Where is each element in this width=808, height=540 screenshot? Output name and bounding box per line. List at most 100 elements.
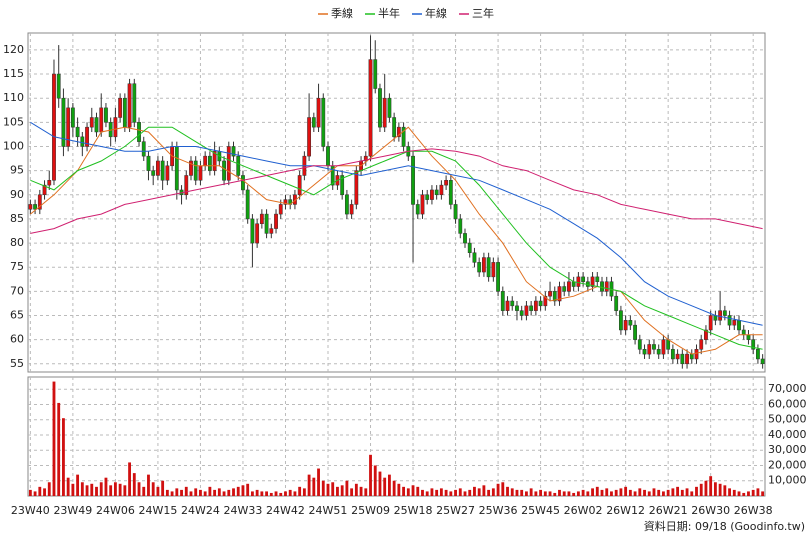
x-tick-label: 25W27 [436, 504, 475, 517]
volume-bar [43, 488, 46, 496]
candle-body [430, 189, 434, 200]
volume-bar [57, 402, 61, 496]
volume-bar [260, 491, 264, 496]
candle-body [699, 339, 704, 350]
y-tick-label: 110 [3, 91, 24, 104]
volume-bar [576, 491, 580, 496]
x-tick-label: 24W24 [181, 504, 220, 517]
volume-bar [137, 482, 141, 496]
candle-body [760, 358, 765, 365]
volume-bar [38, 486, 42, 496]
volume-bar [600, 489, 604, 496]
legend-label: 年線 [425, 6, 447, 20]
volume-bar [567, 491, 571, 496]
volume-bar [359, 486, 363, 496]
candle-body [326, 146, 330, 167]
x-tick-label: 24W33 [224, 504, 263, 517]
volume-bar [402, 486, 406, 496]
candle-body [231, 146, 236, 157]
volume-tick-label: 10,000 [768, 474, 807, 487]
volume-bar [66, 477, 70, 496]
volume-bar [345, 480, 349, 496]
x-tick-label: 26W21 [649, 504, 688, 517]
candle-body [146, 155, 151, 171]
candle-body [226, 146, 231, 181]
volume-bar [605, 488, 609, 496]
y-tick-label: 60 [10, 333, 24, 346]
volume-bar [354, 483, 358, 496]
volume-bar [279, 492, 283, 496]
candle-body [722, 310, 727, 316]
volume-bar [558, 489, 561, 496]
y-tick-label: 95 [10, 164, 24, 177]
volume-bar [591, 488, 594, 496]
volume-tick-label: 20,000 [768, 458, 807, 471]
candle-body [354, 170, 359, 205]
volume-bar [586, 491, 590, 496]
x-tick-label: 25W18 [394, 504, 433, 517]
candle-body [718, 310, 723, 321]
candle-body [203, 155, 208, 167]
x-tick-label: 24W06 [96, 504, 135, 517]
candle-body [500, 291, 505, 311]
volume-bar [255, 489, 259, 496]
volume-bar [151, 482, 155, 496]
volume-bar [463, 491, 467, 496]
candle-body [137, 122, 141, 142]
volume-bar [411, 485, 415, 496]
volume-bar [113, 482, 117, 496]
volume-bar [132, 473, 136, 496]
volume-bar [525, 491, 528, 496]
candle-body [604, 281, 609, 292]
candle-body [387, 97, 392, 118]
candle-body [80, 136, 85, 147]
volume-bar [90, 483, 94, 496]
candle-body [463, 233, 467, 244]
candle-body [250, 218, 255, 244]
candle-body [680, 353, 685, 365]
volume-bar [406, 488, 410, 496]
volume-bar [250, 491, 254, 496]
volume-bar [732, 489, 736, 496]
candle-body [94, 117, 99, 133]
volume-bar [269, 492, 273, 496]
candle-body [89, 117, 94, 128]
candle-body [396, 126, 401, 138]
x-tick-label: 26W30 [691, 504, 730, 517]
candle-body [732, 320, 737, 326]
candle-body [704, 329, 708, 340]
candle-body [28, 204, 33, 210]
candle-body [212, 151, 217, 171]
candle-body [42, 184, 47, 196]
volume-bar [444, 489, 448, 496]
candle-body [448, 180, 453, 205]
volume-bar [713, 482, 717, 496]
volume-bar [62, 418, 65, 496]
volume-bar [293, 491, 297, 496]
volume-bar [421, 489, 424, 496]
candle-body [552, 291, 557, 302]
candle-body [207, 155, 212, 171]
volume-bar [147, 474, 150, 496]
volume-panel [27, 376, 766, 497]
candle-body [122, 97, 127, 128]
candle-body [685, 353, 689, 365]
volume-bar [232, 488, 235, 496]
volume-bar [647, 491, 651, 496]
volume-bar [610, 491, 613, 496]
candle-body [411, 155, 415, 205]
volume-bar [99, 482, 103, 496]
volume-bar [473, 486, 476, 496]
candle-body [66, 107, 71, 147]
candle-body [245, 189, 250, 220]
legend: 季線 半年 年線 三年 [318, 6, 494, 20]
volume-bar [454, 489, 457, 496]
volume-bar [501, 482, 505, 496]
candle-body [259, 213, 264, 224]
candle-body [595, 276, 600, 282]
volume-bar [737, 491, 741, 496]
volume-bar [425, 491, 429, 496]
candle-body [156, 160, 160, 176]
candle-body [529, 305, 534, 311]
volume-bar [80, 482, 84, 496]
